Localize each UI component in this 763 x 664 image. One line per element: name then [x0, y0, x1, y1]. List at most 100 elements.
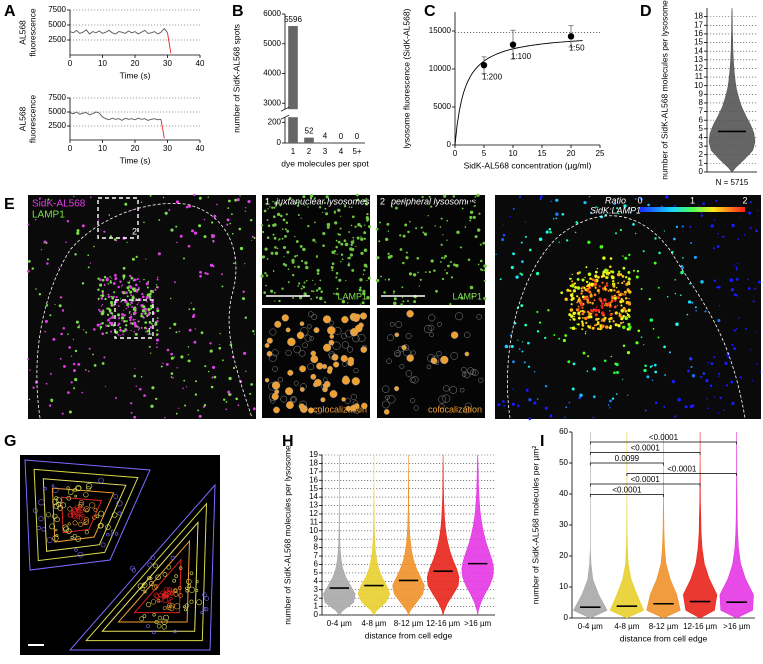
puncta [137, 328, 140, 331]
puncta [613, 284, 616, 286]
puncta [577, 316, 581, 320]
puncta [134, 332, 138, 336]
puncta [608, 320, 611, 323]
puncta [150, 404, 154, 408]
puncta [525, 388, 529, 392]
puncta [450, 276, 453, 279]
puncta [270, 289, 274, 293]
puncta [226, 218, 229, 220]
puncta [735, 277, 739, 281]
puncta [700, 280, 704, 284]
puncta [61, 309, 65, 312]
puncta [682, 257, 684, 259]
lysosome-outline [163, 591, 169, 598]
puncta [273, 236, 277, 240]
colocalized-puncta [285, 401, 294, 409]
puncta [726, 352, 730, 357]
panel-letter: E [4, 196, 15, 213]
colocalized-puncta [268, 353, 277, 362]
puncta [707, 407, 709, 410]
colocalized-puncta [424, 325, 433, 334]
puncta [118, 317, 121, 320]
puncta [611, 397, 615, 400]
colocalized-puncta [470, 369, 476, 376]
puncta [297, 285, 300, 287]
puncta [577, 323, 580, 326]
colocalized-puncta [406, 354, 414, 362]
puncta [156, 309, 160, 313]
colocalized-puncta [341, 397, 346, 402]
lysosome-outline [114, 532, 119, 536]
puncta [538, 321, 542, 324]
puncta [133, 374, 137, 378]
puncta [640, 288, 643, 290]
puncta [130, 313, 132, 316]
puncta [653, 363, 657, 367]
puncta [365, 216, 369, 220]
puncta [565, 406, 568, 409]
colocalized-puncta [341, 341, 350, 349]
puncta [501, 238, 505, 242]
puncta [624, 256, 628, 260]
puncta [573, 326, 576, 329]
puncta [170, 372, 174, 375]
puncta [712, 247, 716, 250]
puncta [607, 404, 610, 406]
puncta [150, 352, 152, 354]
puncta [166, 348, 170, 352]
x-tick-label: 10 [98, 59, 107, 68]
puncta [341, 258, 344, 261]
puncta [169, 327, 171, 329]
puncta [733, 347, 736, 351]
puncta [477, 263, 480, 266]
puncta [309, 194, 314, 198]
p-value: <0.0001 [667, 465, 697, 474]
lysosome-outline [189, 571, 194, 576]
y-tick-label: 12 [694, 64, 703, 73]
puncta [98, 308, 101, 311]
puncta [27, 223, 30, 226]
puncta [281, 237, 284, 240]
puncta [418, 285, 421, 287]
puncta [587, 315, 591, 319]
panel-letter: G [4, 433, 16, 450]
puncta [359, 286, 362, 289]
annotation: N = 5715 [716, 178, 749, 187]
puncta [646, 375, 650, 379]
x-tick-label: 4-8 µm [361, 619, 386, 628]
colocalized-puncta [310, 355, 319, 363]
puncta [625, 300, 630, 305]
puncta [221, 359, 224, 362]
puncta [625, 315, 627, 318]
significance-bracket [589, 441, 738, 445]
puncta [518, 348, 521, 350]
puncta [365, 265, 368, 268]
y-tick-label: 4000 [263, 69, 281, 78]
puncta [452, 195, 456, 198]
colocalized-puncta [360, 346, 368, 353]
puncta [731, 344, 734, 347]
puncta [176, 241, 178, 244]
puncta [722, 235, 725, 238]
puncta [146, 293, 150, 297]
puncta [355, 245, 357, 248]
puncta [122, 329, 125, 333]
inset-number: 1 [265, 196, 270, 206]
puncta [586, 310, 590, 314]
puncta [427, 215, 429, 217]
puncta [460, 296, 464, 300]
puncta [337, 233, 339, 235]
puncta [272, 215, 276, 219]
puncta [605, 282, 608, 285]
puncta [276, 212, 281, 217]
puncta [446, 264, 450, 268]
colocalized-puncta [347, 346, 354, 353]
puncta [204, 272, 207, 275]
colorbar-tick: 1 [690, 195, 695, 205]
puncta [574, 231, 577, 234]
puncta [127, 281, 131, 284]
puncta [366, 219, 369, 222]
puncta [121, 312, 124, 316]
puncta [300, 217, 302, 219]
puncta [101, 332, 105, 336]
